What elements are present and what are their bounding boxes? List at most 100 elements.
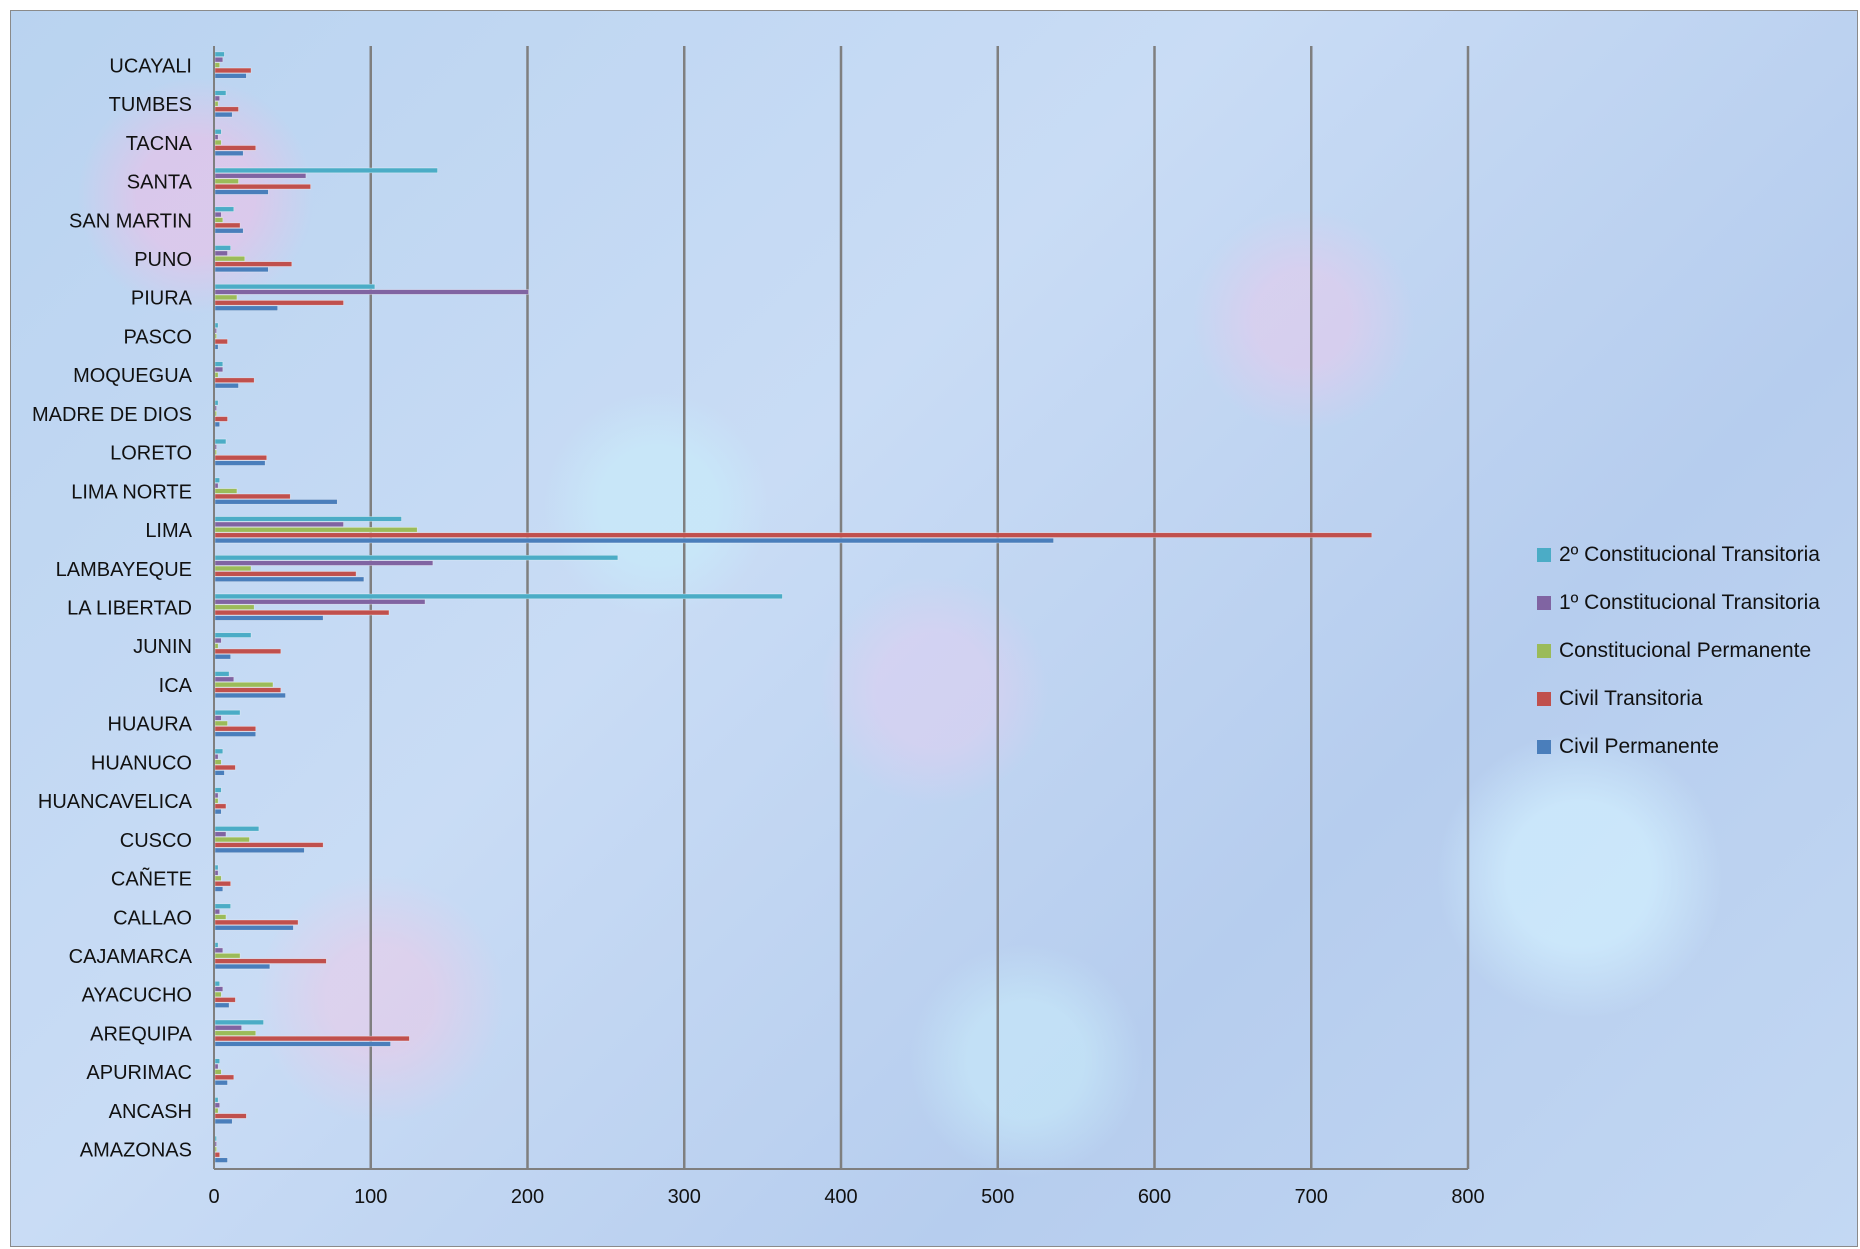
category-label: TUMBES — [109, 94, 192, 116]
bar-madre-de-dios-series-2 — [214, 410, 217, 417]
bar-huanuco-series-2 — [214, 759, 222, 765]
category-label: HUANUCO — [91, 752, 192, 774]
bar-cusco-series-4 — [214, 826, 260, 832]
bar-santa-series-4 — [214, 167, 438, 174]
bar-san-martin-series-2 — [214, 217, 224, 223]
bar-tacna-series-4 — [214, 129, 222, 135]
bar-moquegua-series-4 — [214, 361, 224, 367]
bars — [214, 51, 1373, 1163]
bar-huancavelica-series-4 — [214, 787, 222, 793]
bar-moquegua-series-0 — [214, 382, 239, 389]
bar-moquegua-series-1 — [214, 377, 255, 383]
bar-loreto-series-4 — [214, 438, 227, 445]
category-label: HUAURA — [108, 714, 193, 736]
bar-ayacucho-series-3 — [214, 986, 224, 992]
x-tick-label: 300 — [668, 1186, 701, 1208]
bar-tacna-series-3 — [214, 134, 219, 140]
bar-junin-series-2 — [214, 643, 219, 649]
bar-piura-series-2 — [214, 294, 238, 301]
x-tick-label: 800 — [1451, 1186, 1484, 1208]
bar-puno-series-3 — [214, 250, 228, 256]
category-label: JUNIN — [133, 636, 192, 658]
bar-lima-norte-series-0 — [214, 499, 338, 505]
bar-ucayali-series-0 — [214, 73, 247, 79]
bar-san-martin-series-1 — [214, 222, 241, 229]
x-tick-label: 600 — [1138, 1186, 1171, 1208]
bar-callao-series-1 — [214, 919, 299, 926]
bar-lima-norte-series-3 — [214, 482, 219, 489]
bar-lima-series-3 — [214, 521, 344, 528]
category-label: HUANCAVELICA — [38, 791, 193, 813]
bar-junin-series-3 — [214, 637, 222, 644]
bar-madre-de-dios-series-3 — [214, 405, 217, 411]
category-label: CAÑETE — [111, 867, 192, 891]
bar-ayacucho-series-0 — [214, 1002, 230, 1008]
bar-madre-de-dios-series-0 — [214, 421, 221, 428]
bar-santa-series-1 — [214, 183, 311, 190]
legend-swatch — [1537, 548, 1551, 562]
x-tick-label: 700 — [1295, 1186, 1328, 1208]
bar-piura-series-3 — [214, 289, 529, 295]
bar-huaura-series-2 — [214, 720, 228, 727]
x-tick-labels: 0 100 200 300 400 500 600 700 800 — [208, 1186, 1484, 1208]
category-label: LIMA NORTE — [71, 481, 192, 503]
bar-amazonas-series-0 — [214, 1157, 228, 1163]
bar-apurimac-series-1 — [214, 1074, 235, 1080]
legend-label: 1º Constitucional Transitoria — [1559, 591, 1820, 614]
category-label: CALLAO — [113, 907, 192, 929]
bar-tumbes-series-4 — [214, 90, 227, 96]
bar-lima-series-0 — [214, 537, 1054, 544]
category-label: PUNO — [134, 249, 192, 271]
bar-loreto-series-0 — [214, 460, 266, 466]
category-label: UCAYALI — [109, 55, 192, 77]
x-tick-label: 400 — [824, 1186, 857, 1208]
bar-junin-series-4 — [214, 632, 252, 638]
bar-lambayeque-series-2 — [214, 565, 252, 572]
bar-ucayali-series-4 — [214, 51, 225, 57]
bar-arequipa-series-3 — [214, 1025, 242, 1031]
category-label: CUSCO — [120, 830, 192, 852]
bar-cañete-series-3 — [214, 870, 219, 876]
bar-pasco-series-0 — [214, 344, 219, 350]
bar-amazonas-series-4 — [214, 1135, 217, 1142]
bar-ica-series-3 — [214, 676, 235, 682]
bar-ayacucho-series-4 — [214, 980, 221, 987]
bar-arequipa-series-4 — [214, 1019, 264, 1026]
bar-lambayeque-series-0 — [214, 576, 365, 582]
bar-puno-series-4 — [214, 245, 231, 251]
bar-lambayeque-series-4 — [214, 554, 619, 561]
bar-cajamarca-series-0 — [214, 963, 271, 970]
x-tick-label: 0 — [208, 1186, 219, 1208]
legend-label: Constitucional Permanente — [1559, 639, 1811, 662]
bar-apurimac-series-3 — [214, 1063, 219, 1070]
bar-callao-series-0 — [214, 925, 294, 931]
category-label: ICA — [159, 675, 193, 697]
bar-puno-series-2 — [214, 255, 246, 262]
bar-arequipa-series-0 — [214, 1041, 391, 1047]
bar-huaura-series-0 — [214, 731, 257, 737]
bar-tumbes-series-2 — [214, 101, 219, 107]
x-tick-label: 500 — [981, 1186, 1014, 1208]
bar-ucayali-series-2 — [214, 62, 221, 68]
bar-ancash-series-4 — [214, 1097, 219, 1103]
bar-tumbes-series-1 — [214, 106, 239, 112]
bar-apurimac-series-4 — [214, 1058, 221, 1064]
bar-lima-norte-series-2 — [214, 488, 238, 494]
x-tick-label: 100 — [354, 1186, 387, 1208]
bar-callao-series-3 — [214, 908, 221, 915]
bar-cajamarca-series-1 — [214, 958, 327, 964]
bar-huaura-series-3 — [214, 715, 222, 721]
bar-la-libertad-series-4 — [214, 593, 783, 600]
bar-cusco-series-0 — [214, 847, 305, 854]
bar-santa-series-0 — [214, 189, 269, 195]
bar-cajamarca-series-2 — [214, 953, 241, 959]
bar-huancavelica-series-2 — [214, 798, 219, 804]
bar-ucayali-series-1 — [214, 67, 252, 74]
bar-huanuco-series-3 — [214, 753, 219, 760]
bar-ancash-series-1 — [214, 1113, 247, 1119]
category-label: ANCASH — [109, 1101, 192, 1123]
bar-apurimac-series-2 — [214, 1069, 222, 1075]
bar-lambayeque-series-1 — [214, 571, 357, 577]
bar-ica-series-4 — [214, 671, 230, 677]
